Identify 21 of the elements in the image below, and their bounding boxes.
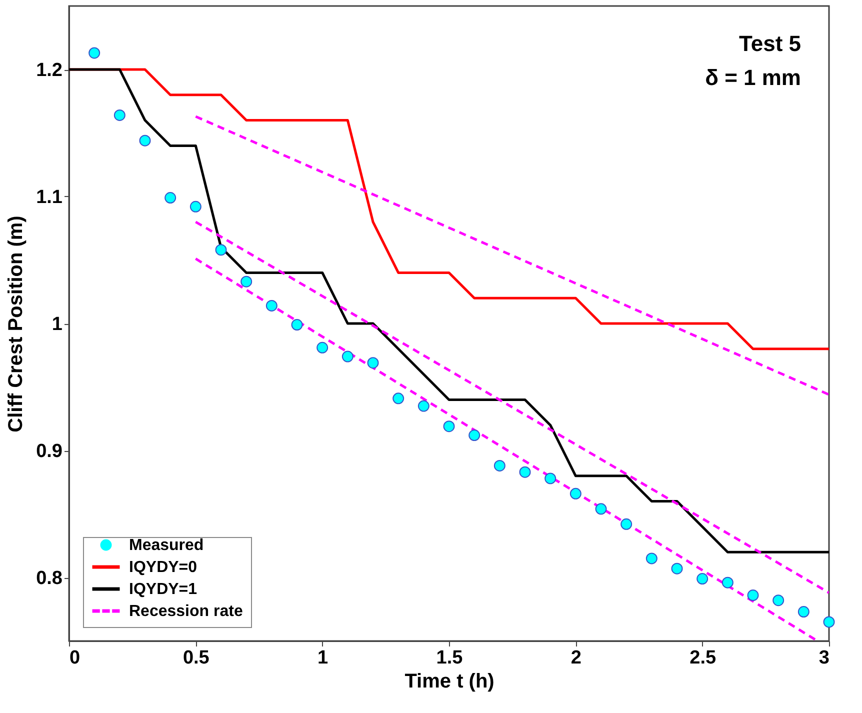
- y-tick-label: 0.8: [36, 568, 62, 589]
- y-axis-title: Cliff Crest Position (m): [5, 216, 28, 432]
- x-tick-label: 3: [818, 648, 830, 668]
- x-tick-label: 2: [570, 648, 582, 668]
- x-axis-title: Time t (h): [404, 670, 494, 692]
- line-series: [69, 68, 829, 554]
- y-tick-label: 1.1: [36, 187, 63, 208]
- x-tick-label: 1.5: [436, 648, 464, 668]
- legend-label: IQYDY=1: [129, 581, 198, 598]
- y-tick-label: 1: [52, 314, 63, 335]
- legend-label: Recession rate: [129, 603, 243, 620]
- x-tick-label: 1: [318, 648, 329, 668]
- legend-label: IQYDY=0: [129, 559, 198, 576]
- legend-label: Measured: [129, 537, 204, 554]
- x-tick-label: 2.5: [690, 648, 716, 668]
- x-tick-label: 0: [70, 648, 80, 668]
- y-tick-label: 0.9: [36, 441, 62, 462]
- annotation: Test 5: [739, 31, 801, 56]
- annotation: δ = 1 mm: [705, 65, 801, 90]
- y-tick-label: 1.2: [36, 60, 62, 81]
- x-tick-label: 0.5: [182, 648, 210, 668]
